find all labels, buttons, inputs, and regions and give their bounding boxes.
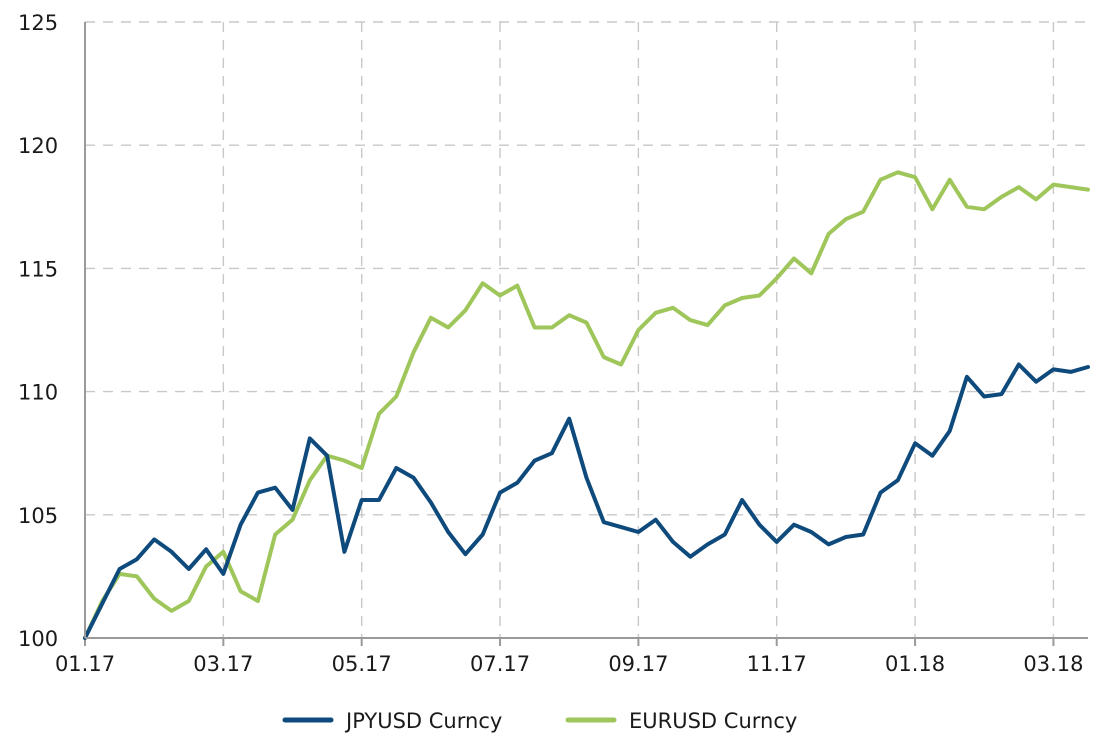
x-tick-label: 11.17 xyxy=(747,652,807,676)
x-tick-label: 03.18 xyxy=(1023,652,1083,676)
grid-lines xyxy=(84,21,1088,646)
x-tick-label: 01.17 xyxy=(55,652,115,676)
x-tick-label: 05.17 xyxy=(332,652,392,676)
legend-label: JPYUSD Curncy xyxy=(344,709,502,733)
series-line-jpyusd xyxy=(83,362,1090,640)
x-tick-label: 03.17 xyxy=(193,652,253,676)
legend-label: EURUSD Curncy xyxy=(629,709,797,733)
y-axis-tick-labels: 100 105 110 115 120 125 xyxy=(18,11,58,651)
y-tick-label: 100 xyxy=(18,627,58,651)
x-axis-tick-labels: 01.17 03.17 05.17 07.17 09.17 11.17 01.18 03.18 xyxy=(55,652,1084,676)
y-tick-label: 125 xyxy=(18,11,58,35)
y-tick-label: 120 xyxy=(18,134,58,158)
x-tick-label: 09.17 xyxy=(608,652,668,676)
series-line-eurusd xyxy=(83,170,1090,640)
series-lines xyxy=(83,170,1090,640)
y-tick-label: 105 xyxy=(18,504,58,528)
x-tick-label: 07.17 xyxy=(470,652,530,676)
y-tick-label: 115 xyxy=(18,257,58,281)
legend: JPYUSD Curncy EURUSD Curncy xyxy=(282,709,797,733)
x-tick-label: 01.18 xyxy=(885,652,945,676)
y-tick-label: 110 xyxy=(18,381,58,405)
